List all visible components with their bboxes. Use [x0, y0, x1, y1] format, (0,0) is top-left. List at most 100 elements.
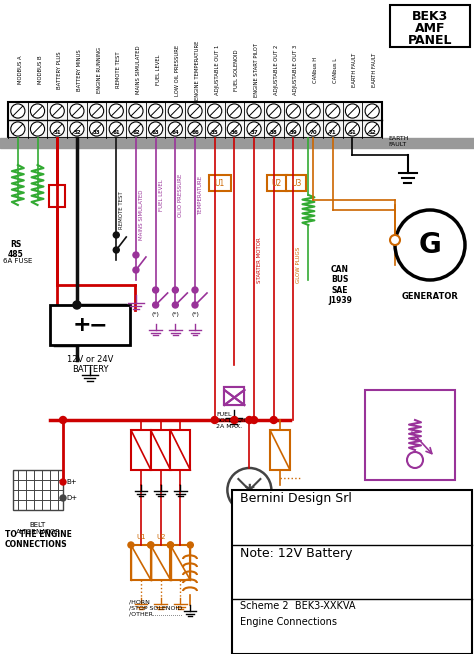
Circle shape [109, 104, 123, 118]
Circle shape [286, 122, 301, 136]
Circle shape [267, 104, 281, 118]
Text: TEMPERATURE: TEMPERATURE [198, 175, 203, 215]
Text: TO THE ENGINE
CONNECTIONS: TO THE ENGINE CONNECTIONS [5, 530, 72, 549]
Text: U2: U2 [272, 179, 282, 188]
Circle shape [270, 417, 277, 424]
Circle shape [70, 122, 84, 136]
Text: 63: 63 [152, 129, 160, 135]
Text: AMF: AMF [415, 22, 445, 35]
Bar [50, 305, 130, 345]
Circle shape [286, 104, 301, 118]
Bar [224, 387, 245, 405]
Circle shape [153, 287, 159, 293]
Circle shape [208, 104, 222, 118]
Circle shape [246, 417, 253, 424]
Circle shape [73, 301, 81, 309]
Circle shape [148, 104, 163, 118]
Text: (*)
Oil Sender
Temperature Sender
Fuel Level Sender: (*) Oil Sender Temperature Sender Fuel L… [382, 490, 438, 512]
Text: CANbus H: CANbus H [313, 57, 318, 83]
Text: BEK3: BEK3 [412, 10, 448, 23]
Circle shape [129, 122, 143, 136]
Circle shape [227, 122, 241, 136]
Circle shape [60, 479, 66, 485]
Circle shape [346, 122, 360, 136]
Bar [13, 470, 63, 510]
Circle shape [395, 210, 465, 280]
Circle shape [346, 104, 360, 118]
Text: 62: 62 [132, 129, 140, 135]
Text: 37: 37 [250, 129, 258, 135]
Circle shape [60, 495, 66, 501]
Circle shape [187, 542, 193, 548]
Text: U1: U1 [136, 534, 146, 540]
Text: 35: 35 [211, 129, 219, 135]
Text: GENERATOR: GENERATOR [401, 292, 458, 301]
Circle shape [188, 104, 202, 118]
Text: FUEL LEVEL: FUEL LEVEL [155, 55, 161, 85]
Bar [170, 545, 191, 580]
Bar [151, 545, 171, 580]
Circle shape [208, 122, 222, 136]
Bar [209, 175, 231, 191]
Circle shape [267, 122, 281, 136]
Circle shape [50, 122, 64, 136]
Text: 38: 38 [270, 129, 278, 135]
Bar [286, 175, 306, 191]
Bar [270, 430, 290, 470]
Text: EARTH FAULT: EARTH FAULT [372, 53, 377, 87]
Bar [390, 5, 470, 47]
Text: GLOW PLUGS: GLOW PLUGS [296, 247, 301, 283]
Bar [365, 390, 455, 480]
Circle shape [148, 122, 163, 136]
Text: BATTERY MINUS: BATTERY MINUS [77, 49, 82, 91]
Text: MAINS SIMULATED: MAINS SIMULATED [139, 190, 144, 240]
Text: 64: 64 [172, 129, 179, 135]
Text: RS
485: RS 485 [8, 240, 24, 260]
Circle shape [50, 104, 64, 118]
Text: STARTER MOTOR: STARTER MOTOR [257, 237, 262, 283]
Text: Note: 12V Battery: Note: 12V Battery [240, 547, 353, 560]
Bar [49, 185, 65, 207]
Circle shape [167, 542, 173, 548]
Text: FUEL LEVEL: FUEL LEVEL [159, 179, 164, 211]
Bar [224, 387, 245, 405]
Text: OLIO PRESSURE: OLIO PRESSURE [178, 173, 183, 216]
Circle shape [326, 104, 340, 118]
Circle shape [168, 542, 173, 548]
Circle shape [251, 417, 257, 424]
Text: U3: U3 [291, 179, 301, 188]
Circle shape [147, 542, 154, 548]
Circle shape [173, 287, 178, 293]
Circle shape [70, 104, 84, 118]
Text: G: G [419, 231, 441, 259]
Text: EARTH FAULT: EARTH FAULT [353, 53, 357, 87]
Text: 33: 33 [93, 129, 100, 135]
Text: PANEL: PANEL [408, 34, 452, 47]
Text: 39: 39 [290, 129, 297, 135]
Circle shape [133, 252, 139, 258]
Circle shape [128, 542, 134, 548]
Text: MODBUS A: MODBUS A [18, 56, 23, 84]
Circle shape [11, 104, 25, 118]
Text: 52: 52 [73, 129, 81, 135]
Text: 36: 36 [230, 129, 238, 135]
Bar [267, 175, 287, 191]
Text: ENGINE START PILOT: ENGINE START PILOT [254, 43, 259, 97]
Circle shape [133, 267, 139, 273]
Bar [170, 430, 191, 470]
Text: 71: 71 [329, 129, 337, 135]
Text: FUEL
SOLENOID
2A MAX.: FUEL SOLENOID 2A MAX. [216, 412, 249, 428]
Text: (*): (*) [152, 312, 160, 317]
Circle shape [365, 104, 379, 118]
Text: ADJUSTABLE OUT 3: ADJUSTABLE OUT 3 [293, 45, 299, 95]
Circle shape [113, 232, 119, 238]
Circle shape [211, 417, 218, 424]
Text: −: − [89, 315, 107, 335]
Bar [232, 490, 472, 654]
Circle shape [227, 104, 241, 118]
Text: MODBUS B: MODBUS B [37, 56, 43, 84]
Circle shape [60, 417, 66, 424]
Text: D+: D+ [66, 495, 77, 501]
Circle shape [30, 122, 45, 136]
Text: MAINS SIMULATED: MAINS SIMULATED [136, 46, 141, 94]
